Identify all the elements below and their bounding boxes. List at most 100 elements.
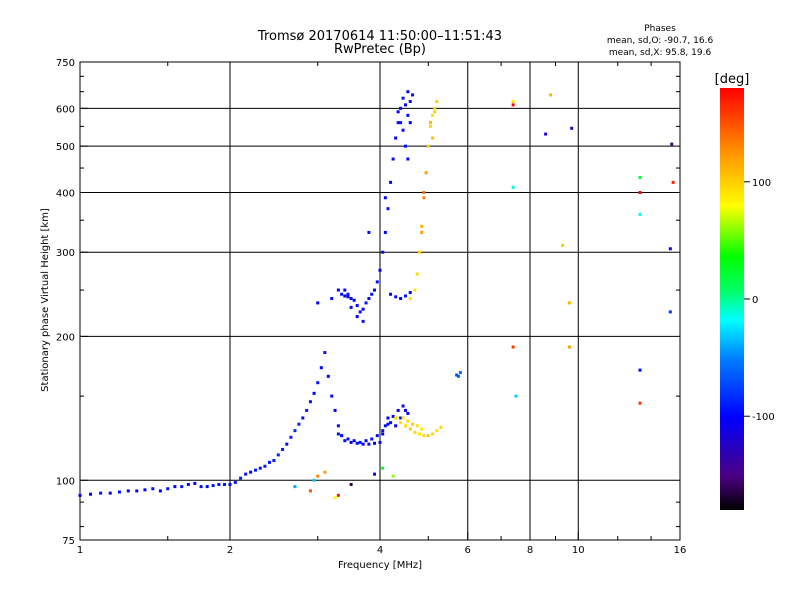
data-point: [413, 430, 417, 434]
data-point: [570, 126, 574, 130]
data-point: [375, 434, 379, 438]
data-point: [511, 100, 515, 104]
x-tick-label: 4: [377, 545, 383, 556]
data-point: [381, 466, 385, 470]
phases-title: Phases: [644, 24, 676, 34]
plot-area: [78, 61, 681, 541]
data-point: [370, 437, 374, 441]
data-point: [89, 492, 93, 496]
data-point: [381, 429, 385, 433]
data-point: [638, 401, 642, 405]
y-tick-label: 200: [56, 332, 75, 343]
data-point: [367, 297, 371, 301]
y-tick-label: 100: [56, 476, 75, 487]
data-point: [281, 447, 285, 451]
data-point: [638, 175, 642, 179]
data-point: [671, 180, 675, 184]
colorbar-tick-label: 100: [752, 178, 771, 189]
data-point: [346, 292, 350, 296]
data-point: [396, 121, 400, 125]
data-point: [319, 366, 323, 370]
data-point: [217, 482, 221, 486]
data-point: [567, 301, 571, 305]
y-tick-label: 300: [56, 248, 75, 259]
data-point: [408, 121, 412, 125]
data-point: [408, 100, 412, 104]
data-point: [378, 440, 382, 444]
data-point: [391, 157, 395, 161]
x-tick-label: 16: [674, 545, 687, 556]
data-point: [361, 307, 365, 311]
data-point: [78, 493, 82, 497]
data-point: [401, 416, 405, 420]
data-point: [289, 435, 293, 439]
data-point: [394, 424, 398, 428]
data-point: [305, 408, 309, 412]
data-point: [244, 472, 248, 476]
y-tick-label: 750: [56, 58, 75, 69]
data-point: [293, 429, 297, 433]
data-point: [422, 190, 426, 194]
y-tick-label: 75: [62, 536, 75, 547]
data-point: [431, 113, 435, 117]
data-point: [308, 489, 312, 493]
data-point: [428, 121, 432, 125]
data-point: [668, 310, 672, 314]
data-point: [422, 434, 426, 438]
data-point: [361, 319, 365, 323]
phases-x-stats: mean, sd,X: 95.8, 19.6: [609, 48, 712, 58]
data-point: [401, 96, 405, 100]
data-point: [249, 470, 253, 474]
data-point: [336, 432, 340, 436]
data-point: [435, 100, 439, 104]
data-point: [415, 272, 419, 276]
data-point: [349, 440, 353, 444]
data-point: [431, 432, 435, 436]
data-point: [406, 419, 410, 423]
data-point: [373, 441, 377, 445]
data-point: [413, 288, 417, 292]
y-axis-ticks: 75 100 200 300 400 500 600 750: [56, 58, 88, 547]
data-point: [458, 371, 462, 375]
data-point: [428, 124, 432, 128]
x-tick-label: 8: [527, 545, 533, 556]
x-tick-label: 6: [465, 545, 471, 556]
data-point: [223, 482, 227, 486]
data-point: [340, 434, 344, 438]
y-tick-label: 600: [56, 104, 75, 115]
x-tick-label: 2: [227, 545, 233, 556]
data-point: [408, 297, 412, 301]
data-point: [352, 298, 356, 302]
data-point: [316, 474, 320, 478]
data-point: [391, 474, 395, 478]
data-point: [401, 404, 405, 408]
data-point: [426, 434, 430, 438]
data-point: [514, 394, 518, 398]
data-point: [511, 345, 515, 349]
data-point: [343, 288, 347, 292]
data-point: [367, 230, 371, 234]
data-point: [391, 414, 395, 418]
data-point: [373, 472, 377, 476]
data-point: [403, 144, 407, 148]
data-point: [638, 212, 642, 216]
data-point: [336, 424, 340, 428]
data-point: [389, 180, 393, 184]
data-point: [364, 439, 368, 443]
minor-ticks: [80, 62, 680, 540]
data-point: [399, 121, 403, 125]
data-point: [406, 411, 410, 415]
data-point: [258, 466, 262, 470]
data-point: [233, 480, 237, 484]
data-point: [333, 408, 337, 412]
data-point: [367, 442, 371, 446]
data-point: [349, 305, 353, 309]
data-point: [336, 493, 340, 497]
data-point: [457, 374, 461, 378]
data-point: [239, 476, 243, 480]
colorbar-label: [deg]: [715, 72, 750, 87]
data-point: [330, 297, 334, 301]
data-point: [511, 103, 515, 107]
data-point: [343, 439, 347, 443]
